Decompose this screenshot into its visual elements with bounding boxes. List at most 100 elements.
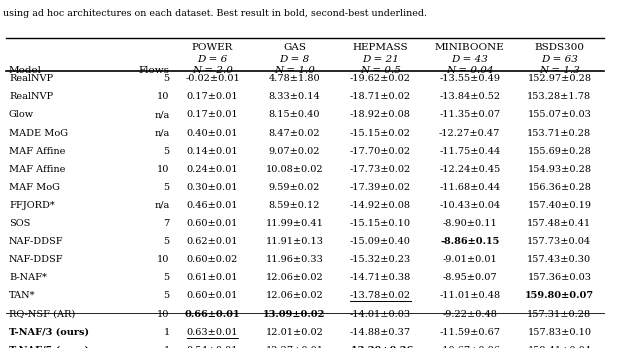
Text: -8.86±0.15: -8.86±0.15 bbox=[440, 237, 499, 246]
Text: 5: 5 bbox=[163, 291, 170, 300]
Text: 8.59±0.12: 8.59±0.12 bbox=[269, 201, 320, 210]
Text: 0.40±0.01: 0.40±0.01 bbox=[187, 128, 238, 137]
Text: 0.60±0.01: 0.60±0.01 bbox=[187, 219, 238, 228]
Text: -11.01±0.48: -11.01±0.48 bbox=[439, 291, 500, 300]
Text: N = 1.0: N = 1.0 bbox=[274, 66, 315, 75]
Text: RealNVP: RealNVP bbox=[9, 92, 53, 101]
Text: 10: 10 bbox=[157, 309, 170, 318]
Text: RQ-NSF (AR): RQ-NSF (AR) bbox=[9, 309, 76, 318]
Text: 157.40±0.19: 157.40±0.19 bbox=[527, 201, 591, 210]
Text: SOS: SOS bbox=[9, 219, 30, 228]
Text: 11.99±0.41: 11.99±0.41 bbox=[266, 219, 323, 228]
Text: 155.07±0.03: 155.07±0.03 bbox=[527, 110, 591, 119]
Text: 10: 10 bbox=[157, 255, 170, 264]
Text: 10: 10 bbox=[157, 165, 170, 174]
Text: 152.97±0.28: 152.97±0.28 bbox=[527, 74, 591, 83]
Text: -14.71±0.38: -14.71±0.38 bbox=[349, 273, 411, 282]
Text: 157.73±0.04: 157.73±0.04 bbox=[527, 237, 591, 246]
Text: 157.83±0.10: 157.83±0.10 bbox=[527, 327, 591, 337]
Text: 153.71±0.28: 153.71±0.28 bbox=[527, 128, 591, 137]
Text: 5: 5 bbox=[163, 147, 170, 156]
Text: TAN*: TAN* bbox=[9, 291, 35, 300]
Text: -14.88±0.37: -14.88±0.37 bbox=[349, 327, 411, 337]
Text: MINIBOONE: MINIBOONE bbox=[435, 44, 504, 53]
Text: N = 2.0: N = 2.0 bbox=[192, 66, 233, 75]
Text: 157.48±0.41: 157.48±0.41 bbox=[527, 219, 591, 228]
Text: n/a: n/a bbox=[154, 128, 170, 137]
Text: 5: 5 bbox=[163, 273, 170, 282]
Text: 9.07±0.02: 9.07±0.02 bbox=[269, 147, 320, 156]
Text: D = 6: D = 6 bbox=[197, 55, 228, 64]
Text: 0.24±0.01: 0.24±0.01 bbox=[187, 165, 238, 174]
Text: RealNVP: RealNVP bbox=[9, 74, 53, 83]
Text: -8.95±0.07: -8.95±0.07 bbox=[442, 273, 497, 282]
Text: 12.06±0.02: 12.06±0.02 bbox=[266, 273, 323, 282]
Text: 1: 1 bbox=[163, 327, 170, 337]
Text: -14.01±0.03: -14.01±0.03 bbox=[349, 309, 411, 318]
Text: -17.70±0.02: -17.70±0.02 bbox=[349, 147, 411, 156]
Text: D = 8: D = 8 bbox=[279, 55, 310, 64]
Text: 10.08±0.02: 10.08±0.02 bbox=[266, 165, 323, 174]
Text: -10.67±0.06: -10.67±0.06 bbox=[439, 346, 500, 348]
Text: T-NAF/5 (ours): T-NAF/5 (ours) bbox=[9, 346, 89, 348]
Text: -11.68±0.44: -11.68±0.44 bbox=[439, 183, 500, 192]
Text: -9.01±0.01: -9.01±0.01 bbox=[442, 255, 497, 264]
Text: -11.35±0.07: -11.35±0.07 bbox=[439, 110, 500, 119]
Text: using ad hoc architectures on each dataset. Best result in bold, second-best und: using ad hoc architectures on each datas… bbox=[3, 9, 428, 18]
Text: -15.15±0.02: -15.15±0.02 bbox=[349, 128, 411, 137]
Text: n/a: n/a bbox=[154, 201, 170, 210]
Text: 11.96±0.33: 11.96±0.33 bbox=[266, 255, 323, 264]
Text: 0.17±0.01: 0.17±0.01 bbox=[187, 110, 238, 119]
Text: -13.78±0.02: -13.78±0.02 bbox=[349, 291, 411, 300]
Text: 0.46±0.01: 0.46±0.01 bbox=[187, 201, 238, 210]
Text: N = 0.04: N = 0.04 bbox=[446, 66, 493, 75]
Text: -13.55±0.49: -13.55±0.49 bbox=[439, 74, 500, 83]
Text: 157.43±0.30: 157.43±0.30 bbox=[527, 255, 591, 264]
Text: 5: 5 bbox=[163, 74, 170, 83]
Text: -0.02±0.01: -0.02±0.01 bbox=[185, 74, 240, 83]
Text: -19.62±0.02: -19.62±0.02 bbox=[349, 74, 411, 83]
Text: 8.15±0.40: 8.15±0.40 bbox=[269, 110, 320, 119]
Text: 155.69±0.28: 155.69±0.28 bbox=[527, 147, 591, 156]
Text: -9.22±0.48: -9.22±0.48 bbox=[442, 309, 497, 318]
Text: -18.71±0.02: -18.71±0.02 bbox=[349, 92, 411, 101]
Text: n/a: n/a bbox=[154, 110, 170, 119]
Text: 156.36±0.28: 156.36±0.28 bbox=[527, 183, 591, 192]
Text: D = 21: D = 21 bbox=[362, 55, 399, 64]
Text: Glow: Glow bbox=[9, 110, 34, 119]
Text: -14.92±0.08: -14.92±0.08 bbox=[349, 201, 411, 210]
Text: -15.32±0.23: -15.32±0.23 bbox=[349, 255, 411, 264]
Text: 12.27±0.01: 12.27±0.01 bbox=[266, 346, 323, 348]
Text: MAF MoG: MAF MoG bbox=[9, 183, 60, 192]
Text: D = 43: D = 43 bbox=[451, 55, 488, 64]
Text: N = 1.3: N = 1.3 bbox=[539, 66, 580, 75]
Text: 157.31±0.28: 157.31±0.28 bbox=[527, 309, 591, 318]
Text: 0.62±0.01: 0.62±0.01 bbox=[187, 237, 238, 246]
Text: 13.09±0.02: 13.09±0.02 bbox=[263, 309, 326, 318]
Text: D = 63: D = 63 bbox=[541, 55, 578, 64]
Text: 9.59±0.02: 9.59±0.02 bbox=[269, 183, 320, 192]
Text: 7: 7 bbox=[163, 219, 170, 228]
Text: 8.47±0.02: 8.47±0.02 bbox=[269, 128, 320, 137]
Text: T-NAF/3 (ours): T-NAF/3 (ours) bbox=[9, 327, 89, 337]
Text: 4.78±1.80: 4.78±1.80 bbox=[269, 74, 320, 83]
Text: 0.17±0.01: 0.17±0.01 bbox=[187, 92, 238, 101]
Text: 10: 10 bbox=[157, 92, 170, 101]
Text: 159.80±0.07: 159.80±0.07 bbox=[525, 291, 594, 300]
Text: 8.33±0.14: 8.33±0.14 bbox=[269, 92, 320, 101]
Text: MAF Affine: MAF Affine bbox=[9, 165, 65, 174]
Text: -13.20±0.26: -13.20±0.26 bbox=[347, 346, 413, 348]
Text: -12.24±0.45: -12.24±0.45 bbox=[439, 165, 500, 174]
Text: -12.27±0.47: -12.27±0.47 bbox=[439, 128, 500, 137]
Text: 0.61±0.01: 0.61±0.01 bbox=[187, 273, 238, 282]
Text: -11.75±0.44: -11.75±0.44 bbox=[439, 147, 500, 156]
Text: NAF-DDSF: NAF-DDSF bbox=[9, 255, 63, 264]
Text: -18.92±0.08: -18.92±0.08 bbox=[349, 110, 411, 119]
Text: MAF Affine: MAF Affine bbox=[9, 147, 65, 156]
Text: N = 0.5: N = 0.5 bbox=[360, 66, 401, 75]
Text: 1: 1 bbox=[163, 346, 170, 348]
Text: 5: 5 bbox=[163, 183, 170, 192]
Text: -15.15±0.10: -15.15±0.10 bbox=[349, 219, 411, 228]
Text: 12.01±0.02: 12.01±0.02 bbox=[266, 327, 323, 337]
Text: HEPMASS: HEPMASS bbox=[353, 44, 408, 53]
